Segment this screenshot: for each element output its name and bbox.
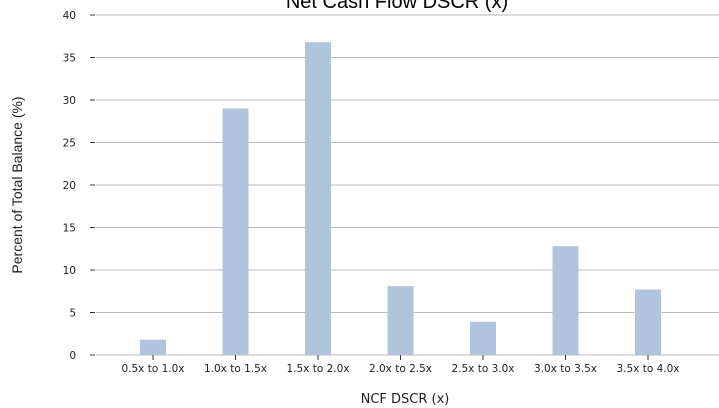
bar <box>552 246 579 355</box>
y-ticks: 0 5 10 15 20 25 30 35 40 <box>63 10 95 362</box>
bar <box>140 339 166 355</box>
x-tick-label: 2.0x to 2.5x <box>369 363 432 375</box>
y-tick-label: 30 <box>63 95 76 107</box>
x-axis-label: NCF DSCR (x) <box>361 392 450 407</box>
x-tick-label: 2.5x to 3.0x <box>451 363 514 375</box>
bar <box>387 286 414 355</box>
y-tick-label: 10 <box>63 265 76 277</box>
bars <box>140 42 661 355</box>
x-tick-label: 0.5x to 1.0x <box>121 363 184 375</box>
bar <box>305 42 331 355</box>
y-tick-label: 0 <box>69 350 76 362</box>
x-tick-label: 3.5x to 4.0x <box>616 363 679 375</box>
bar <box>470 321 496 355</box>
x-ticks: 0.5x to 1.0x 1.0x to 1.5x 1.5x to 2.0x 2.0x… <box>121 355 680 375</box>
chart-title: Net Cash Flow DSCR (x) <box>286 0 508 13</box>
y-tick-label: 15 <box>63 223 76 235</box>
y-tick-label: 20 <box>63 180 76 192</box>
x-tick-label: 3.0x to 3.5x <box>534 363 597 375</box>
y-tick-label: 25 <box>63 138 76 150</box>
y-tick-label: 5 <box>69 308 76 320</box>
bar <box>635 289 661 355</box>
bar <box>222 108 249 355</box>
y-tick-label: 40 <box>63 10 76 22</box>
x-tick-label: 1.0x to 1.5x <box>204 363 267 375</box>
gridlines <box>96 14 719 356</box>
y-axis-label: Percent of Total Balance (%) <box>9 96 25 273</box>
x-tick-label: 1.5x to 2.0x <box>286 363 349 375</box>
y-tick-label: 35 <box>63 53 76 65</box>
